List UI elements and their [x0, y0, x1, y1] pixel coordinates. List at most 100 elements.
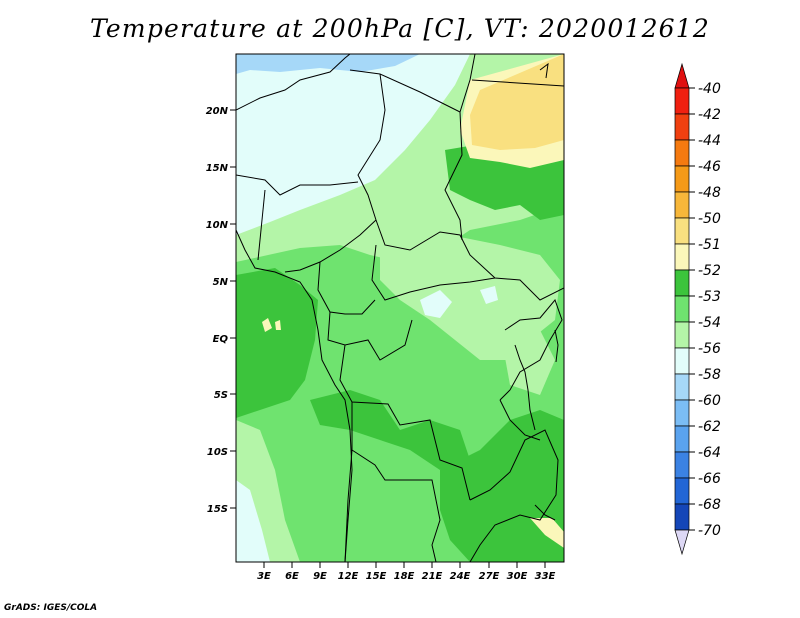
temperature-field: [236, 54, 564, 562]
colorbar-label: -68: [698, 497, 721, 513]
field-level-56-northwest: [236, 54, 470, 235]
longitude-axis: 3E 6E 9E 12E 15E 18E 21E 24E 27E 30E 33E: [257, 562, 556, 582]
chart-title: Temperature at 200hPa [C], VT: 202001261…: [90, 14, 710, 43]
colorbar-label: -64: [698, 445, 721, 461]
colorbar-label: -42: [698, 107, 721, 123]
colorbar-label: -56: [698, 341, 721, 357]
lon-label: 30E: [507, 571, 528, 582]
lon-label: 9E: [313, 571, 327, 582]
country-borders: [236, 54, 564, 562]
border-line: [317, 261, 376, 315]
field-level-52-southeast: [440, 410, 564, 562]
lat-label: 15N: [206, 163, 229, 174]
border-line: [357, 73, 386, 221]
field-level-50-northeast: [470, 54, 564, 150]
field-level-54-lakes: [500, 330, 555, 395]
lat-label: 15S: [207, 504, 228, 515]
colorbar-label: -44: [698, 133, 721, 149]
colorbar-label: -66: [698, 471, 721, 487]
lat-label: EQ: [213, 334, 229, 345]
border-line: [236, 174, 359, 196]
colorbar-segment: [674, 451, 690, 479]
lon-label: 6E: [285, 571, 299, 582]
border-line: [499, 399, 541, 441]
colorbar-segment: [674, 243, 690, 271]
lat-label: 10S: [207, 447, 228, 458]
field-level-51-spot-3: [530, 518, 564, 548]
field-level-56-patch: [420, 290, 452, 318]
river-outline: [539, 62, 549, 79]
colorbar-segment: [674, 191, 690, 219]
border-line: [444, 111, 463, 241]
colorbar-label: -62: [698, 419, 721, 435]
colorbar-segment: [674, 347, 690, 375]
colorbar-label: -70: [698, 523, 721, 539]
colorbar-segment: [674, 373, 690, 401]
field-level-56-southwest: [236, 480, 270, 562]
colorbar: -40 -42 -44 -46 -48 -50 -51 -52 -53 -54 -56 -58 -60 -…: [674, 62, 721, 556]
lon-label: 21E: [422, 571, 443, 582]
latitude-axis: 20N 15N 10N 5N EQ 5S 10S 15S: [206, 106, 236, 515]
border-line: [375, 219, 564, 301]
border-line: [257, 189, 266, 261]
field-level-51-spot: [262, 318, 272, 332]
colorbar-segment: [674, 399, 690, 427]
border-line: [236, 54, 351, 111]
field-level-52-center: [310, 390, 470, 470]
lon-label: 33E: [535, 571, 556, 582]
colorbar-label: -60: [698, 393, 721, 409]
lake-outline: [514, 344, 536, 431]
lon-label: 12E: [338, 571, 359, 582]
lat-label: 5N: [213, 277, 229, 288]
lon-label: 27E: [479, 571, 500, 582]
border-line: [349, 54, 476, 113]
colorbar-label: -40: [698, 81, 721, 97]
colorbar-label: -46: [698, 159, 721, 175]
colorbar-segment: [674, 113, 690, 141]
colorbar-segment: [674, 425, 690, 453]
colorbar-segment: [674, 165, 690, 193]
colorbar-label: -50: [698, 211, 721, 227]
border-line: [339, 344, 471, 501]
colorbar-segment: [674, 503, 690, 531]
colorbar-bottom-arrow: [674, 529, 690, 556]
lon-label: 18E: [394, 571, 415, 582]
lat-label: 10N: [206, 220, 229, 231]
colorbar-segment: [674, 217, 690, 245]
map-frame: [235, 53, 565, 563]
border-line: [371, 244, 496, 301]
colorbar-segment: [674, 477, 690, 505]
coastline: [236, 229, 353, 562]
field-level-52-west: [236, 268, 318, 418]
lake-outline: [554, 329, 559, 363]
border-line: [327, 311, 413, 361]
colorbar-label: -58: [698, 367, 721, 383]
field-level-51-spot-2: [275, 320, 281, 330]
field-level-56-patch-2: [480, 286, 498, 304]
field-level-58-corner: [236, 54, 420, 74]
colorbar-segment: [674, 295, 690, 323]
colorbar-label: -54: [698, 315, 721, 331]
border-line: [471, 79, 564, 87]
lat-label: 5S: [214, 390, 228, 401]
border-line: [284, 219, 377, 273]
border-line: [499, 299, 563, 401]
colorbar-label: -52: [698, 263, 721, 279]
lon-label: 15E: [366, 571, 387, 582]
colorbar-label: -51: [698, 237, 721, 253]
colorbar-label: -53: [698, 289, 721, 305]
lon-label: 3E: [257, 571, 271, 582]
lake-outline: [534, 504, 556, 521]
colorbar-top-arrow: [674, 62, 690, 89]
field-level-54-east: [380, 235, 560, 360]
lon-label: 24E: [450, 571, 471, 582]
border-line: [344, 402, 353, 562]
software-credit: GrADS: IGES/COLA: [4, 603, 98, 613]
colorbar-segment: [674, 87, 690, 115]
colorbar-segment: [674, 269, 690, 297]
border-line: [351, 449, 441, 562]
lat-label: 20N: [206, 106, 229, 117]
colorbar-segment: [674, 139, 690, 167]
colorbar-segment: [674, 321, 690, 349]
